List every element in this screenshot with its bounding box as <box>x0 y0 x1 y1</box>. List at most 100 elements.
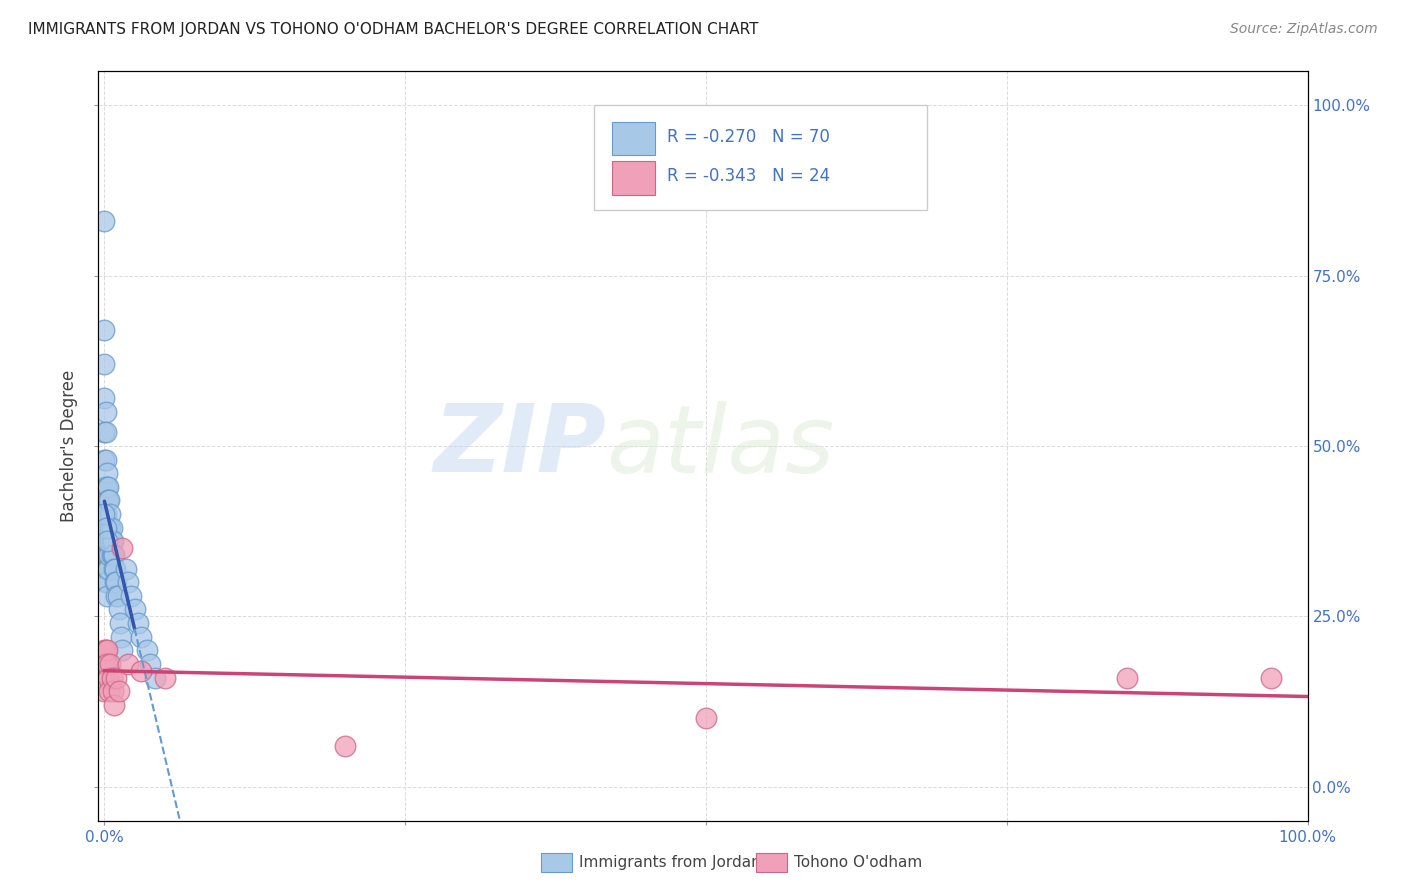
Point <box>97 561 120 575</box>
Point <box>93 357 115 371</box>
Point <box>124 602 146 616</box>
Point <box>93 671 115 685</box>
Point <box>153 671 176 685</box>
FancyBboxPatch shape <box>613 121 655 155</box>
Point <box>96 657 118 671</box>
Point <box>1116 671 1139 685</box>
Point <box>96 467 118 481</box>
Point <box>97 548 120 562</box>
Text: ZIP: ZIP <box>433 400 606 492</box>
Point <box>101 684 124 698</box>
Point <box>97 521 120 535</box>
Point <box>98 684 121 698</box>
Point <box>96 643 118 657</box>
Point <box>96 575 118 590</box>
Point <box>100 534 122 549</box>
Point <box>120 589 142 603</box>
Point <box>94 452 117 467</box>
Point <box>94 657 117 671</box>
Point <box>96 493 118 508</box>
Point <box>98 534 121 549</box>
Point <box>94 521 117 535</box>
Point <box>96 534 118 549</box>
Point <box>105 589 128 603</box>
Point <box>94 534 117 549</box>
Y-axis label: Bachelor's Degree: Bachelor's Degree <box>60 370 79 522</box>
Point <box>129 630 152 644</box>
FancyBboxPatch shape <box>613 161 655 195</box>
Point <box>100 657 122 671</box>
Point <box>93 425 115 440</box>
Point <box>96 480 118 494</box>
Point <box>101 534 124 549</box>
Point <box>103 548 125 562</box>
Point <box>101 548 124 562</box>
Point <box>93 527 115 541</box>
Point <box>104 561 127 575</box>
Point <box>93 392 115 406</box>
Point <box>103 561 125 575</box>
Point <box>93 323 115 337</box>
Point <box>93 480 115 494</box>
Point <box>94 561 117 575</box>
Point <box>98 521 121 535</box>
Point <box>94 575 117 590</box>
Point <box>100 548 122 562</box>
Point <box>93 507 115 521</box>
Point <box>96 548 118 562</box>
Point <box>93 643 115 657</box>
FancyBboxPatch shape <box>595 105 927 210</box>
Point <box>108 616 131 631</box>
Point <box>93 452 115 467</box>
Point <box>98 548 121 562</box>
Point <box>108 684 131 698</box>
Point <box>129 664 152 678</box>
Point <box>96 561 118 575</box>
Point <box>100 507 122 521</box>
Text: R = -0.270   N = 70: R = -0.270 N = 70 <box>666 128 830 145</box>
Point <box>100 534 122 549</box>
Point <box>100 671 122 685</box>
Point <box>97 480 120 494</box>
Point <box>93 548 115 562</box>
Point <box>111 643 134 657</box>
Point <box>94 405 117 419</box>
Text: atlas: atlas <box>606 401 835 491</box>
Point <box>108 602 131 616</box>
Point <box>115 561 138 575</box>
Point <box>111 541 134 556</box>
Text: Source: ZipAtlas.com: Source: ZipAtlas.com <box>1230 22 1378 37</box>
Point <box>96 534 118 549</box>
Point <box>695 711 717 725</box>
Point <box>110 630 132 644</box>
Text: R = -0.343   N = 24: R = -0.343 N = 24 <box>666 168 830 186</box>
Point <box>105 671 128 685</box>
Point <box>93 214 115 228</box>
Point <box>127 616 149 631</box>
Point <box>94 507 117 521</box>
Point <box>103 698 125 712</box>
Point <box>104 575 127 590</box>
Point <box>333 739 356 753</box>
Point <box>94 521 117 535</box>
Point <box>96 589 118 603</box>
Point <box>105 575 128 590</box>
Point <box>97 671 120 685</box>
Point <box>97 534 120 549</box>
Text: IMMIGRANTS FROM JORDAN VS TOHONO O'ODHAM BACHELOR'S DEGREE CORRELATION CHART: IMMIGRANTS FROM JORDAN VS TOHONO O'ODHAM… <box>28 22 759 37</box>
Point <box>94 643 117 657</box>
Text: Immigrants from Jordan: Immigrants from Jordan <box>579 855 761 870</box>
Point <box>94 425 117 440</box>
Point <box>100 521 122 535</box>
Point <box>139 657 162 671</box>
Point <box>93 684 115 698</box>
Point <box>93 657 115 671</box>
Point <box>94 548 117 562</box>
Text: Tohono O'odham: Tohono O'odham <box>794 855 922 870</box>
Point <box>1260 671 1282 685</box>
Point <box>97 493 120 508</box>
Point <box>94 480 117 494</box>
Point <box>98 493 121 508</box>
Point <box>135 643 157 657</box>
Point <box>117 575 139 590</box>
